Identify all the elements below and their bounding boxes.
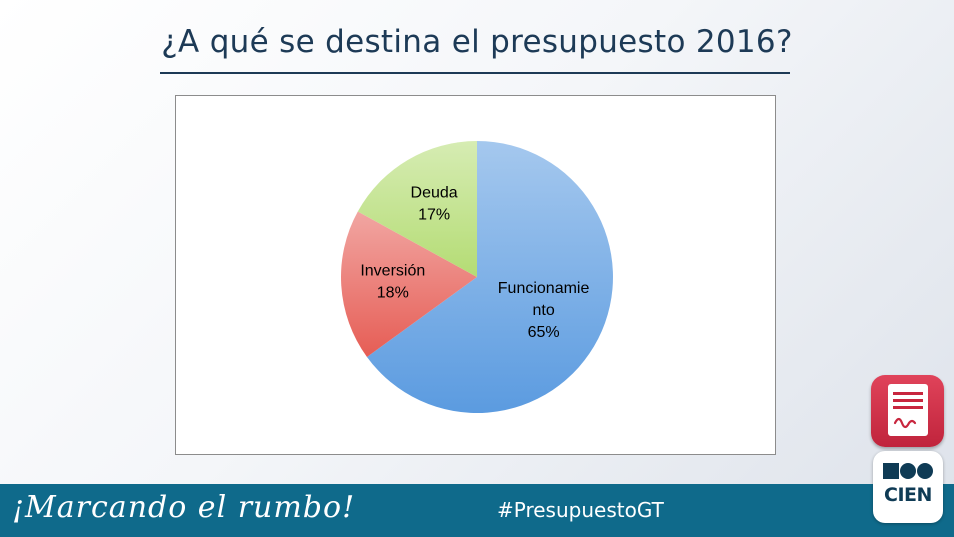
slice-category-label: Deuda [411, 185, 458, 202]
slice-value-label: 65% [528, 324, 560, 341]
slice-category-label: Inversión [360, 263, 425, 280]
cien-logo-icon: CIEN [873, 451, 943, 523]
pie-slice-deuda [357, 141, 477, 277]
title-underline [160, 72, 790, 74]
slide-title: ¿A qué se destina el presupuesto 2016? [161, 24, 793, 60]
slice-value-label: 17% [418, 207, 450, 224]
footer-slogan: ¡Marcando el rumbo! [12, 490, 356, 525]
pie-slice-funcionamiento [366, 141, 613, 413]
pie-chart: Funcionamie nto 65% Inversión 18% Deuda 17% [175, 95, 776, 455]
logo-text: CIEN [884, 484, 932, 506]
footer-bar: ¡Marcando el rumbo! #PresupuestoGT [0, 484, 954, 537]
hashtag: #PresupuestoGT [497, 498, 664, 522]
document-icon [871, 375, 944, 447]
logo-circles [883, 463, 933, 479]
pie-chart-svg: Funcionamie nto 65% Inversión 18% Deuda 17% [340, 141, 613, 413]
slice-category-label: nto [532, 302, 554, 319]
slice-category-label: Funcionamie [498, 280, 590, 297]
slice-value-label: 18% [377, 285, 409, 302]
pie-slice-inversi-n [340, 211, 477, 357]
